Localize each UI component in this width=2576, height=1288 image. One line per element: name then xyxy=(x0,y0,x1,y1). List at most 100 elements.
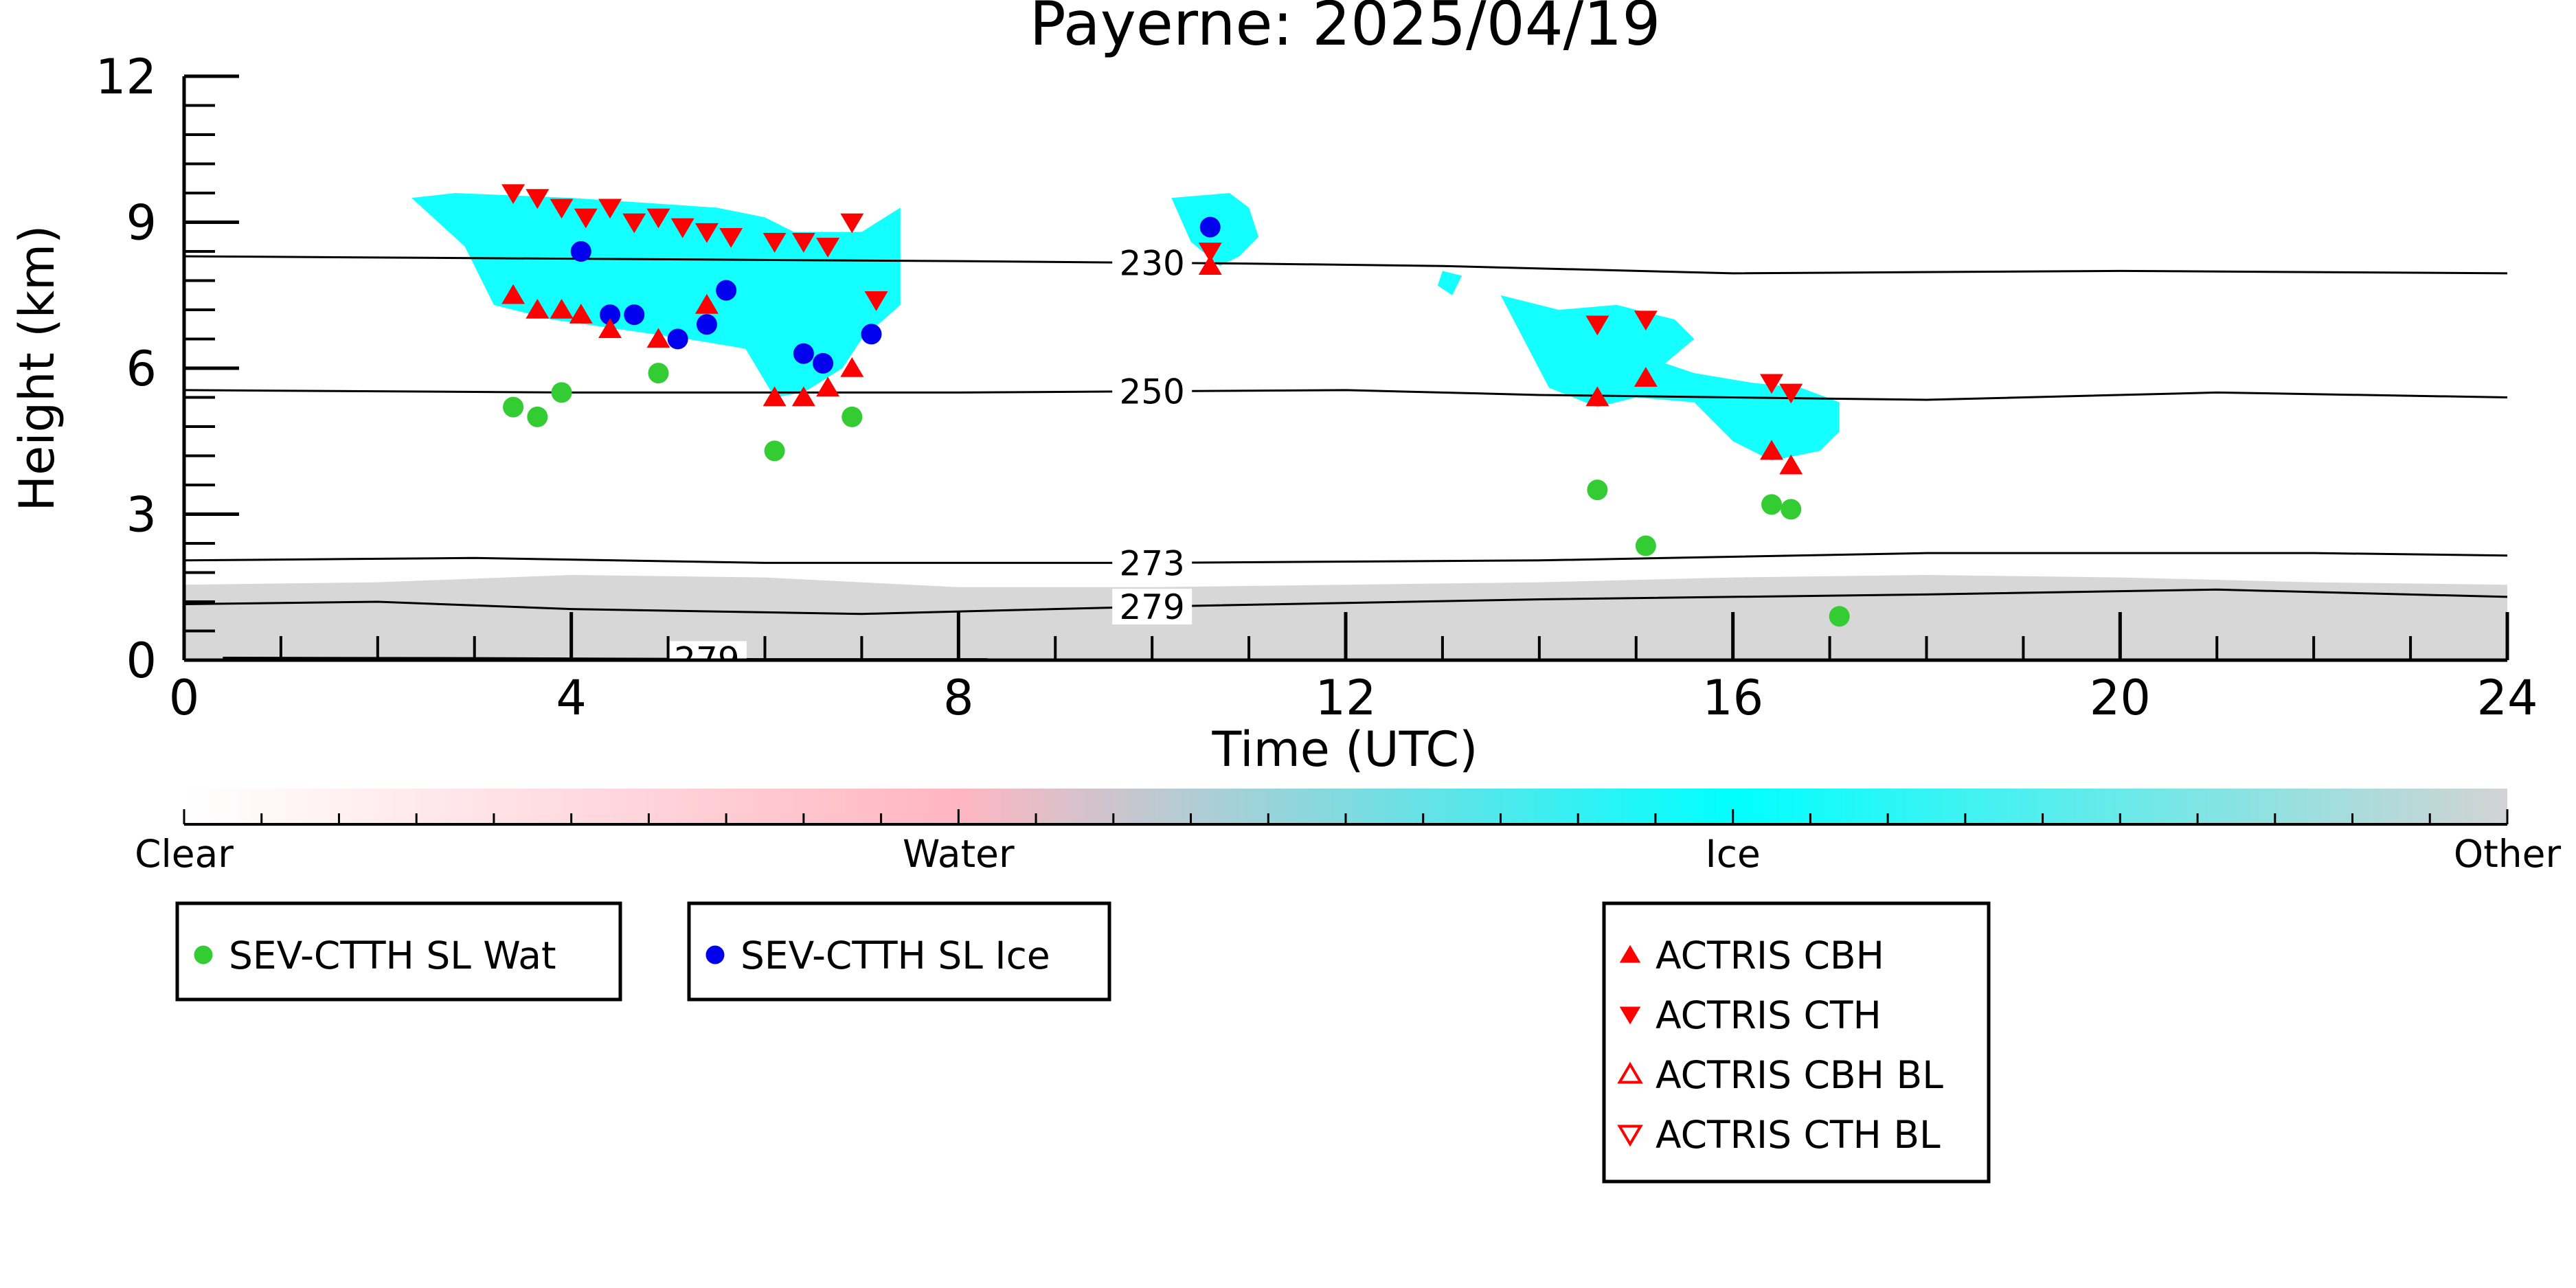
actris-cbh-point xyxy=(550,299,574,319)
sev-ctth-sl-wat-point xyxy=(551,382,572,403)
actris-cbh-bl-legend-marker xyxy=(1617,1061,1643,1084)
legends: SEV-CTTH SL Wat SEV-CTTH SL Ice ACTRIS CBH… xyxy=(175,901,1991,1184)
legend-box: ACTRIS CBH ACTRIS CTH ACTRIS CBH BL ACTRIS … xyxy=(1602,901,1991,1184)
x-tick-label: 24 xyxy=(2476,670,2538,726)
actris-cth-bl-legend-marker xyxy=(1617,1125,1643,1147)
sev-ctth-sl-ice-point xyxy=(813,352,834,374)
actris-cth-point xyxy=(550,199,574,219)
actris-cbh-point xyxy=(1198,255,1222,275)
contour-line-230 xyxy=(184,255,2507,275)
sev-ctth-sl-wat-point xyxy=(841,406,863,427)
actris-cth-point xyxy=(791,233,815,253)
sev-ctth-sl-wat-point xyxy=(1829,606,1850,627)
legend-frame xyxy=(1602,901,1991,1184)
y-tick-label: 12 xyxy=(95,49,157,105)
x-tick-label: 16 xyxy=(1702,670,1763,726)
actris-cth-point xyxy=(1198,242,1222,262)
actris-cbh-point xyxy=(1760,440,1784,460)
actris-cbh-point xyxy=(816,376,840,397)
cloud-region-ice xyxy=(1437,271,1462,295)
contour-label-bg xyxy=(1112,245,1193,281)
contour-line-250 xyxy=(184,389,2507,401)
contour-line-273 xyxy=(184,552,2507,564)
x-tick-label: 0 xyxy=(169,670,200,726)
actris-cth-point xyxy=(840,213,864,234)
actris-cbh-point xyxy=(840,357,864,377)
actris-cbh-point xyxy=(569,304,593,324)
sev-ctth-sl-ice-point xyxy=(793,343,814,364)
actris-cth-legend-marker xyxy=(1619,1006,1641,1025)
classification-colorbar: Clear Water Ice Other xyxy=(135,789,2561,876)
x-axis-label: Time (UTC) xyxy=(1212,721,1478,778)
sev-ctth-sl-wat-point xyxy=(503,396,524,418)
sev-ctth-sl-ice-point xyxy=(624,304,645,326)
sev-ctth-sl-wat-point xyxy=(1635,535,1656,556)
sev-ctth-sl-ice-point xyxy=(696,314,717,335)
contour-label: 279 xyxy=(674,640,739,679)
actris-cth-point xyxy=(762,233,787,253)
contour-label-bg xyxy=(1112,545,1193,581)
actris-cbh-point xyxy=(646,328,670,348)
actris-cth-point xyxy=(864,291,888,311)
sev-ctth-sl-wat-legend-marker xyxy=(194,945,213,964)
actris-cth-point xyxy=(598,199,622,219)
sev-ctth-sl-wat-point xyxy=(1587,479,1608,501)
actris-cth-point xyxy=(646,208,670,229)
contour-label-bg xyxy=(1112,589,1193,625)
actris-cbh-point xyxy=(501,284,526,304)
data-markers xyxy=(501,184,1850,627)
sev-ctth-sl-wat-point xyxy=(764,440,785,462)
y-tick-label: 0 xyxy=(126,633,157,689)
sev-ctth-sl-wat-point xyxy=(527,406,548,427)
y-axis-label: Height (km) xyxy=(9,225,65,512)
x-tick-label: 20 xyxy=(2090,670,2151,726)
actris-cth-point xyxy=(1634,310,1658,331)
y-tick-label: 6 xyxy=(126,341,157,397)
legend-box: SEV-CTTH SL Ice xyxy=(687,901,1111,1002)
legend-box: SEV-CTTH SL Wat xyxy=(175,901,622,1002)
actris-cbh-bl-legend-label: ACTRIS CBH BL xyxy=(1656,1053,1943,1097)
actris-cbh-point xyxy=(526,299,550,319)
chart-title: Payerne: 2025/04/19 xyxy=(1030,0,1661,59)
contour-label-bg xyxy=(1112,373,1193,409)
sev-ctth-sl-ice-point xyxy=(600,304,621,326)
colorbar-label: Clear xyxy=(135,832,234,876)
actris-cbh-point xyxy=(791,386,815,407)
actris-cbh-point xyxy=(1585,386,1609,407)
sev-ctth-sl-ice-point xyxy=(1199,216,1221,238)
actris-cth-legend-label: ACTRIS CTH xyxy=(1656,993,1882,1037)
sev-ctth-sl-ice-point xyxy=(667,328,688,350)
actris-cbh-legend-marker xyxy=(1619,945,1641,963)
actris-cth-point xyxy=(526,189,550,210)
contour-label: 279 xyxy=(1119,587,1184,627)
actris-cth-point xyxy=(816,238,840,258)
sev-ctth-sl-wat-point xyxy=(1781,499,1802,520)
sev-ctth-sl-ice-point xyxy=(716,280,737,301)
actris-cth-point xyxy=(670,218,694,238)
y-tick-label: 3 xyxy=(126,487,157,543)
actris-cbh-point xyxy=(1779,454,1803,475)
actris-cth-point xyxy=(622,213,646,234)
x-tick-label: 12 xyxy=(1315,670,1376,726)
contour-label-bg xyxy=(666,641,747,660)
legend-frame xyxy=(687,901,1111,1002)
x-tick-label: 4 xyxy=(556,670,587,726)
sev-ctth-sl-ice-legend-marker xyxy=(705,945,725,964)
actris-cbh-point xyxy=(1634,367,1658,387)
y-tick-label: 9 xyxy=(126,195,157,251)
colorbar-label: Other xyxy=(2454,832,2562,876)
contour-label: 273 xyxy=(1119,543,1184,583)
colorbar-label: Ice xyxy=(1706,832,1761,876)
cloud-region-ice xyxy=(1500,295,1840,461)
actris-cth-point xyxy=(1585,315,1609,336)
actris-cth-point xyxy=(719,227,743,248)
sev-ctth-sl-wat-legend-label: SEV-CTTH SL Wat xyxy=(229,934,556,978)
actris-cth-bl-legend-label: ACTRIS CTH BL xyxy=(1656,1113,1941,1157)
actris-cth-point xyxy=(694,223,719,243)
sev-ctth-sl-ice-point xyxy=(570,241,591,262)
legend-frame xyxy=(175,901,622,1002)
actris-cbh-point xyxy=(694,293,719,314)
colorbar-label: Water xyxy=(903,832,1015,876)
